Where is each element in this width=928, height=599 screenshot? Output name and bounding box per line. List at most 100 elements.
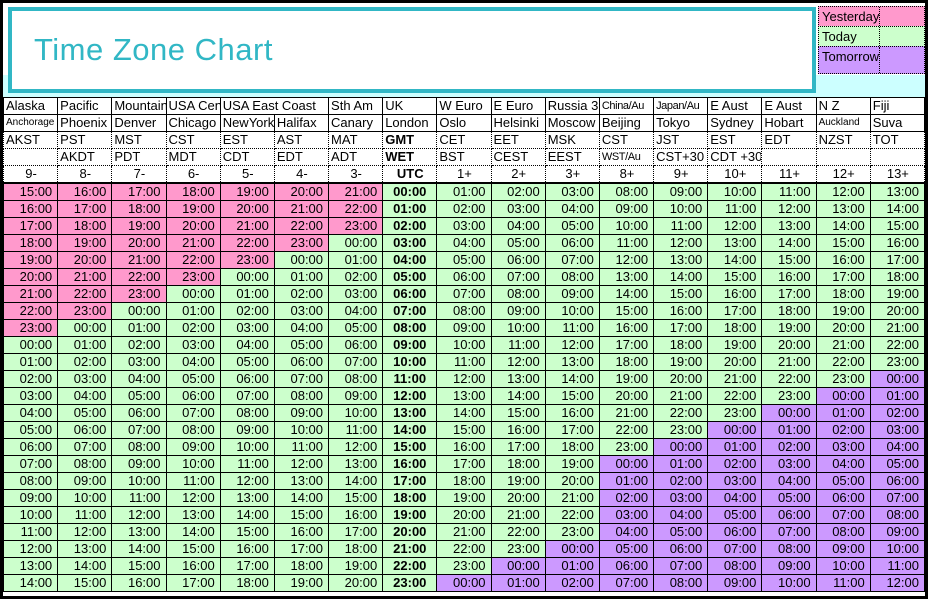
time-cell: 03:00: [436, 217, 492, 235]
time-cell: 11:00: [490, 336, 546, 354]
time-cell: 03:00: [111, 353, 167, 371]
daylight-timezone-cell: BST: [436, 148, 492, 166]
time-cell: 12:00: [761, 200, 817, 218]
utc-offset-cell: 1+: [436, 165, 492, 184]
time-cell: 09:00: [544, 285, 600, 303]
time-cell: 21:00: [761, 353, 817, 371]
time-cell: 02:00: [544, 574, 600, 592]
time-cell: 13:00: [653, 251, 709, 269]
time-row: 00:00 01:00 02:00 03:00 04:00 05:00 06:00 09:00…: [3, 336, 925, 354]
time-cell: 23:00: [707, 404, 763, 422]
time-cell: 20:00: [3, 268, 59, 286]
time-cell: 18:00: [165, 182, 221, 201]
time-cell: 04:00: [436, 234, 492, 252]
legend: Yesterday Today Tomorrow: [818, 6, 925, 74]
time-cell: 19:00: [436, 489, 492, 507]
legend-swatch-today: [880, 27, 924, 46]
time-cell: 15:00: [57, 574, 113, 592]
time-cell: 19:00: [57, 234, 113, 252]
time-cell: 19:00: [165, 200, 221, 218]
time-cell: 04:00: [544, 200, 600, 218]
time-cell: 08:00: [436, 302, 492, 320]
time-row: 17:00 18:00 19:00 20:00 21:00 22:00 23:00 02:00…: [3, 217, 925, 235]
time-cell: 20:00: [598, 387, 655, 405]
time-cell: 18:00: [490, 455, 546, 473]
region-header: Japan/Au: [653, 97, 709, 115]
time-cell: 02:00: [815, 421, 871, 439]
legend-swatch-yesterday: [880, 7, 924, 26]
time-cell: 15:00: [869, 217, 925, 235]
time-cell: 10:00: [328, 404, 384, 422]
time-cell: 05:00: [544, 217, 600, 235]
time-cell: 00:00: [328, 234, 384, 252]
time-cell: 13:00: [490, 370, 546, 388]
time-cell: 06:00: [869, 472, 925, 490]
standard-timezone-cell: NZST: [815, 131, 871, 149]
time-cell: 22:00: [111, 268, 167, 286]
time-row: 18:00 19:00 20:00 21:00 22:00 23:00 00:00 03:00…: [3, 234, 925, 252]
city-header: Hobart: [761, 114, 817, 132]
time-cell: 23:00: [436, 557, 492, 575]
time-cell: 04:00: [273, 319, 330, 337]
time-cell: 20:00: [57, 251, 113, 269]
standard-timezone-cell: GMT: [382, 131, 438, 149]
time-cell: 22:00: [273, 217, 330, 235]
time-row: 01:00 02:00 03:00 04:00 05:00 06:00 07:00 10:00…: [3, 353, 925, 371]
time-cell: 08:00: [111, 438, 167, 456]
time-cell: 05:00: [598, 540, 655, 558]
time-cell: 20:00: [436, 506, 492, 524]
time-cell: 23:00: [111, 285, 167, 303]
time-cell: 01:00: [436, 182, 492, 201]
time-cell: 04:00: [707, 489, 763, 507]
time-cell: 00:00: [869, 370, 925, 388]
city-header: Helsinki: [490, 114, 546, 132]
time-cell: 16:00: [707, 285, 763, 303]
time-cell: 13:00: [273, 472, 330, 490]
time-cell: 17:00: [707, 302, 763, 320]
region-header: China/Au: [598, 97, 655, 115]
region-header: UK: [382, 97, 438, 115]
time-cell: 15:00: [328, 489, 384, 507]
daylight-timezone-cell: [815, 148, 871, 166]
time-cell: 05:00: [273, 336, 330, 354]
time-cell: 23:00: [382, 574, 438, 592]
time-cell: 07:00: [57, 438, 113, 456]
time-cell: 21:00: [869, 319, 925, 337]
daylight-timezone-cell: CDT: [219, 148, 275, 166]
time-row: 12:00 13:00 14:00 15:00 16:00 17:00 18:00 21:00…: [3, 540, 925, 558]
standard-timezone-cell: CET: [436, 131, 492, 149]
time-cell: 03:00: [219, 319, 275, 337]
time-cell: 00:00: [761, 404, 817, 422]
time-row: 14:00 15:00 16:00 17:00 18:00 19:00 20:00 23:00…: [3, 574, 925, 592]
time-cell: 02:00: [707, 455, 763, 473]
daylight-timezone-cell: AKDT: [57, 148, 113, 166]
time-cell: 22:00: [598, 421, 655, 439]
time-cell: 12:00: [653, 234, 709, 252]
time-cell: 17:00: [544, 421, 600, 439]
standard-timezone-cell: EST: [219, 131, 275, 149]
city-header: Denver: [111, 114, 167, 132]
utc-offset-cell: 6-: [165, 165, 221, 184]
time-cell: 07:00: [490, 268, 546, 286]
legend-item-tomorrow: Tomorrow: [818, 46, 925, 74]
time-cell: 01:00: [111, 319, 167, 337]
daylight-timezone-cell: CDT +30: [707, 148, 763, 166]
time-cell: 05:00: [707, 506, 763, 524]
time-cell: 01:00: [653, 455, 709, 473]
time-cell: 21:00: [273, 200, 330, 218]
time-cell: 06:00: [3, 438, 59, 456]
time-cell: 18:00: [328, 540, 384, 558]
time-cell: 17:00: [111, 182, 167, 201]
time-cell: 02:00: [165, 319, 221, 337]
time-cell: 15:00: [382, 438, 438, 456]
time-cell: 11:00: [869, 557, 925, 575]
time-cell: 17:00: [219, 557, 275, 575]
city-header: Anchorage: [3, 114, 59, 132]
time-cell: 15:00: [598, 302, 655, 320]
time-cell: 15:00: [653, 285, 709, 303]
time-cell: 08:00: [328, 370, 384, 388]
legend-label-today: Today: [819, 27, 880, 46]
time-cell: 18:00: [3, 234, 59, 252]
time-cell: 12:00: [490, 353, 546, 371]
standard-timezone-cell: AST: [273, 131, 330, 149]
